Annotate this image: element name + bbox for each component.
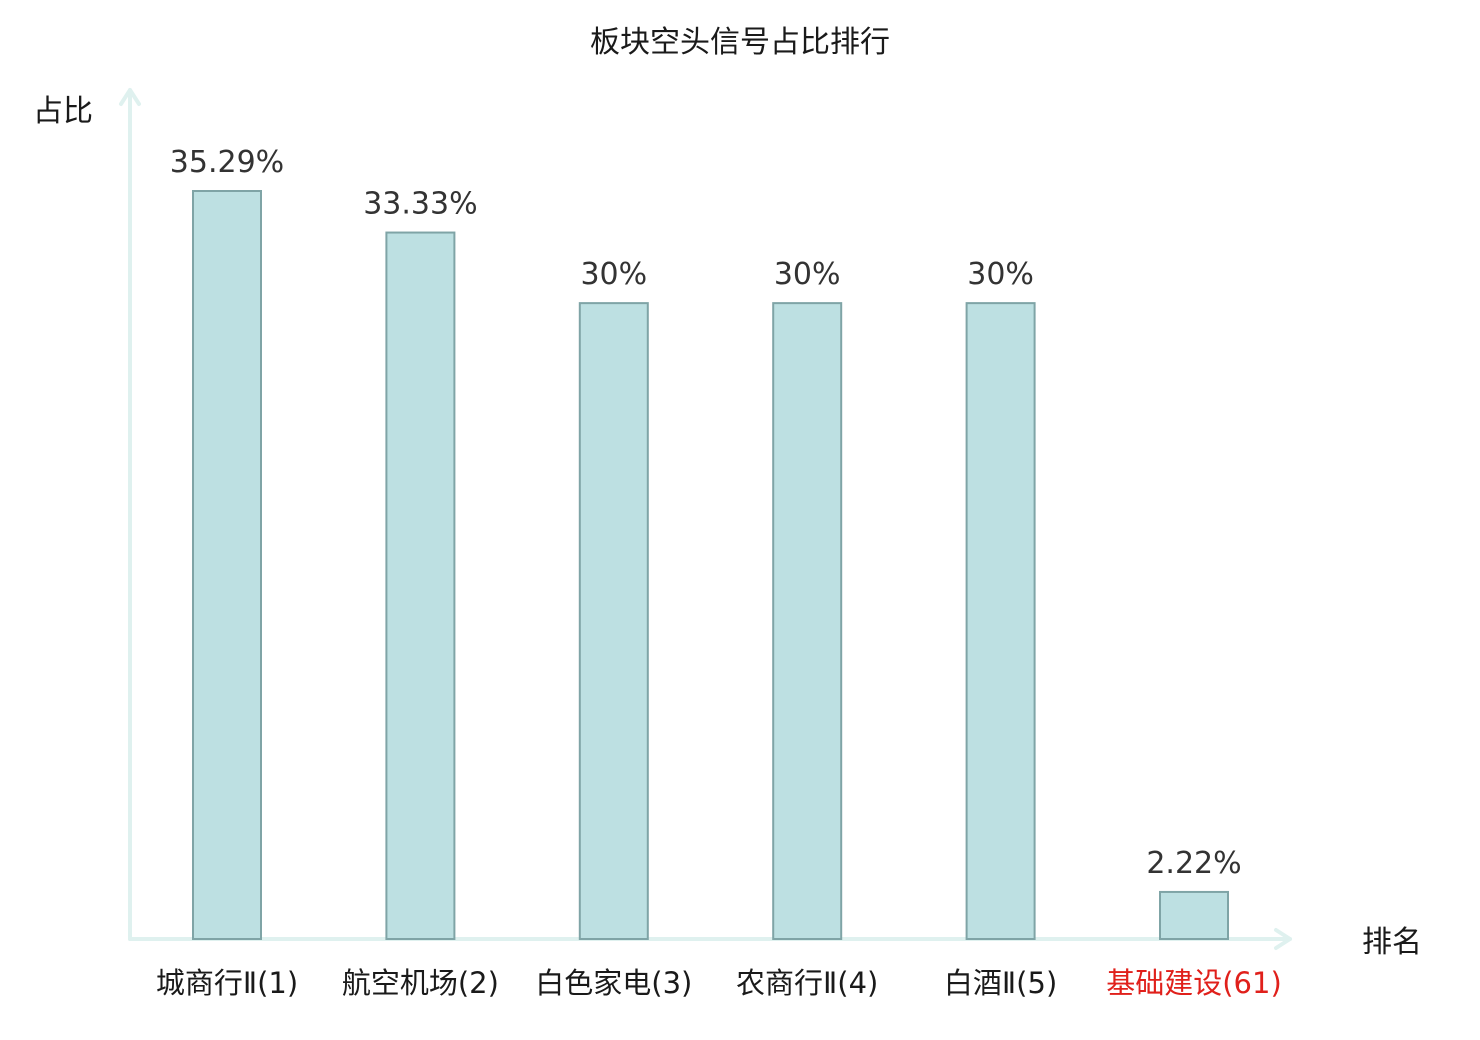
x-tick-label: 农商行Ⅱ(4) bbox=[736, 966, 878, 1000]
bar bbox=[192, 190, 262, 940]
axes bbox=[119, 88, 1292, 950]
bar bbox=[772, 302, 843, 941]
x-axis-arrowhead bbox=[1274, 928, 1292, 950]
y-axis-label: 占比 bbox=[33, 94, 93, 129]
bar bbox=[965, 302, 1036, 941]
bars-group bbox=[192, 190, 1229, 941]
chart-title: 板块空头信号占比排行 bbox=[590, 25, 890, 60]
x-axis-label: 排名 bbox=[1362, 925, 1422, 960]
bar bbox=[1159, 890, 1229, 941]
bar-value-label: 30% bbox=[967, 257, 1034, 292]
bar-value-label: 30% bbox=[580, 257, 647, 292]
bar-value-label: 33.33% bbox=[363, 187, 477, 222]
bar-value-label: 35.29% bbox=[170, 145, 284, 180]
bar-value-label: 2.22% bbox=[1146, 846, 1241, 881]
value-labels-group: 35.29% 33.33% 30% 30% 30% 2.22% bbox=[170, 145, 1242, 881]
x-tick-label: 基础建设(61) bbox=[1106, 966, 1282, 1000]
category-labels-group: 城商行Ⅱ(1) 航空机场(2) 白色家电(3) 农商行Ⅱ(4) 白酒Ⅱ(5) 基础建设(6… bbox=[156, 966, 1282, 1000]
y-axis-arrowhead bbox=[119, 88, 141, 106]
x-tick-label: 航空机场(2) bbox=[342, 966, 499, 1000]
x-tick-label: 白色家电(3) bbox=[535, 966, 692, 1000]
bar-value-label: 30% bbox=[774, 257, 841, 292]
x-tick-label: 城商行Ⅱ(1) bbox=[156, 966, 298, 1000]
bar bbox=[385, 231, 456, 941]
x-tick-label: 白酒Ⅱ(5) bbox=[944, 966, 1057, 1000]
bar bbox=[578, 302, 649, 941]
